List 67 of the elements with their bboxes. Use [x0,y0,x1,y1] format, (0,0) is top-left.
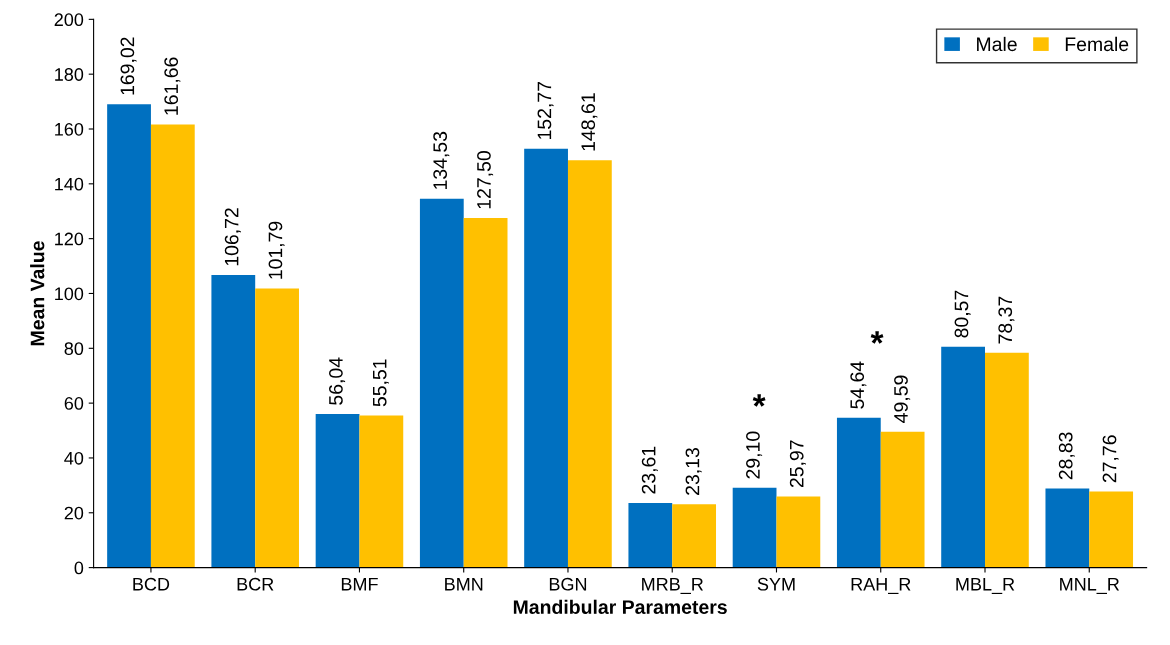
bar [463,218,508,568]
data-label: 54,64 [850,361,867,409]
y-tick-label: 20 [64,506,84,520]
data-label: 134,53 [433,131,450,189]
x-tick-label: MRB_R [642,577,703,594]
y-tick-label: 120 [55,232,84,246]
x-tick-label: BMF [341,577,378,591]
y-tick-label: 140 [55,177,84,191]
bar [419,198,464,568]
x-tick-label: MBL_R [956,577,1015,594]
bar [776,496,821,568]
bar [211,275,256,568]
legend-label: Female [1065,36,1129,52]
bar [567,160,612,568]
data-label: 169,02 [120,37,137,95]
data-label: 106,72 [224,208,241,266]
y-tick-label: 0 [74,561,84,575]
data-label: 23,61 [641,446,658,494]
x-tick-label: BMN [445,577,483,591]
data-label: 55,51 [373,359,389,407]
annotation: * [870,331,884,344]
bar [524,148,568,568]
data-label: 56,04 [329,357,346,405]
data-label: 49,59 [894,375,911,423]
bar [628,502,673,568]
y-tick-label: 60 [64,397,84,410]
bar [941,346,985,568]
x-tick-label: RAH_R [851,577,911,594]
x-tick-label: MNL_R [1060,577,1120,594]
data-label: 25,97 [789,440,806,488]
data-label: 29,10 [746,431,763,479]
data-label: 161,66 [164,57,181,115]
y-tick-label: 40 [64,451,84,465]
y-axis-title: Mean Value [30,241,45,346]
y-tick-label: 200 [54,13,84,27]
x-tick-label: BCD [133,577,170,591]
data-label: 152,77 [537,81,554,139]
y-tick-label: 100 [55,287,84,301]
bar [1045,488,1090,568]
x-axis-title: Mandibular Parameters [513,599,727,614]
data-label: 127,50 [477,151,494,209]
x-tick-label: SYM [757,577,795,591]
x-tick-label: BGN [549,577,587,591]
data-label: 80,57 [954,290,971,338]
data-label: 27,76 [1102,435,1119,483]
bar [985,352,1029,568]
bar [672,504,717,568]
y-tick-label: 160 [55,122,84,136]
legend-label: Male [977,36,1017,52]
data-label: 23,13 [685,448,702,495]
data-label: 148,61 [581,93,598,151]
x-tick-label: BCR [237,577,274,591]
data-label: 78,37 [998,296,1015,344]
bar [732,487,777,568]
bar [1089,491,1134,568]
bar [880,431,925,568]
y-tick-label: 80 [64,342,84,356]
bar [359,415,404,568]
data-label: 28,83 [1058,432,1075,480]
bar [107,104,151,568]
y-tick-label: 180 [55,68,84,81]
bar [255,288,299,568]
bar [315,413,360,568]
bar [836,417,881,568]
data-label: 101,79 [268,221,285,279]
annotation: * [752,394,766,407]
bar [150,124,195,568]
